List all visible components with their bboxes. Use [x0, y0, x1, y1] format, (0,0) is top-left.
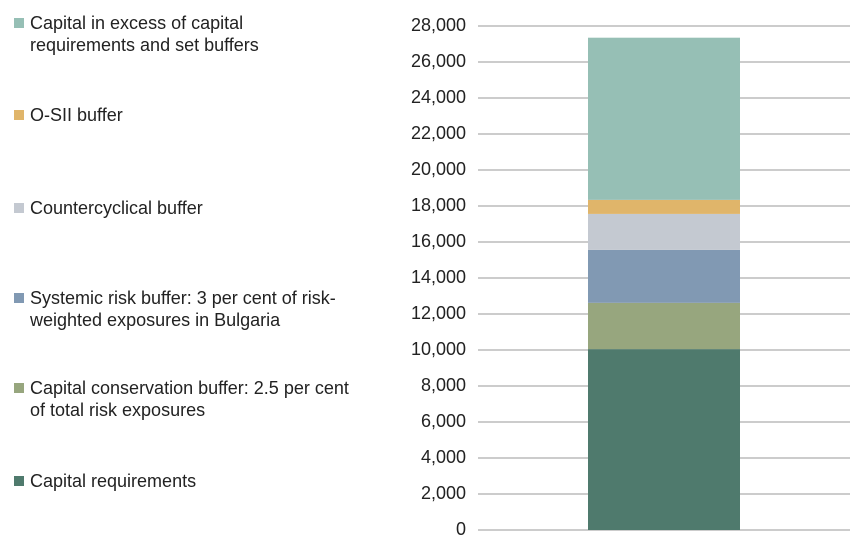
- bar-segment: [588, 302, 740, 350]
- legend-item: Countercyclical buffer: [12, 197, 352, 219]
- y-tick-label: 0: [456, 519, 466, 539]
- legend-item: Capital in excess of capital requirement…: [12, 12, 352, 56]
- legend-swatch: [14, 110, 24, 120]
- legend-label: Systemic risk buffer: 3 per cent of risk…: [30, 288, 336, 330]
- legend-item: O-SII buffer: [12, 104, 352, 126]
- y-tick-label: 8,000: [421, 375, 466, 395]
- y-tick-label: 10,000: [411, 339, 466, 359]
- y-tick-label: 4,000: [421, 447, 466, 467]
- legend-swatch: [14, 293, 24, 303]
- y-tick-label: 16,000: [411, 231, 466, 251]
- legend-label: O-SII buffer: [30, 105, 123, 125]
- legend-label: Countercyclical buffer: [30, 198, 203, 218]
- legend-swatch: [14, 203, 24, 213]
- y-tick-label: 24,000: [411, 87, 466, 107]
- legend-item: Systemic risk buffer: 3 per cent of risk…: [12, 287, 352, 331]
- bar-segment: [588, 249, 740, 303]
- y-tick-label: 12,000: [411, 303, 466, 323]
- legend-label: Capital requirements: [30, 471, 197, 491]
- y-tick-label: 28,000: [411, 15, 466, 35]
- bar-segment: [588, 37, 740, 200]
- bar-segment: [588, 349, 740, 530]
- y-tick-label: 14,000: [411, 267, 466, 287]
- legend-item: Capital conservation buffer: 2.5 per cen…: [12, 377, 352, 421]
- legend-swatch: [14, 383, 24, 393]
- legend-swatch: [14, 476, 24, 486]
- y-tick-label: 22,000: [411, 123, 466, 143]
- legend-label: Capital conservation buffer: 2.5 per cen…: [30, 378, 349, 420]
- y-tick-label: 20,000: [411, 159, 466, 179]
- legend-label: Capital in excess of capital requirement…: [30, 13, 259, 55]
- y-tick-label: 2,000: [421, 483, 466, 503]
- bar-segment: [588, 213, 740, 250]
- legend-item: Capital requirements: [12, 470, 352, 492]
- y-tick-label: 6,000: [421, 411, 466, 431]
- bar-segment: [588, 199, 740, 214]
- y-tick-label: 18,000: [411, 195, 466, 215]
- y-tick-label: 26,000: [411, 51, 466, 71]
- legend-swatch: [14, 18, 24, 28]
